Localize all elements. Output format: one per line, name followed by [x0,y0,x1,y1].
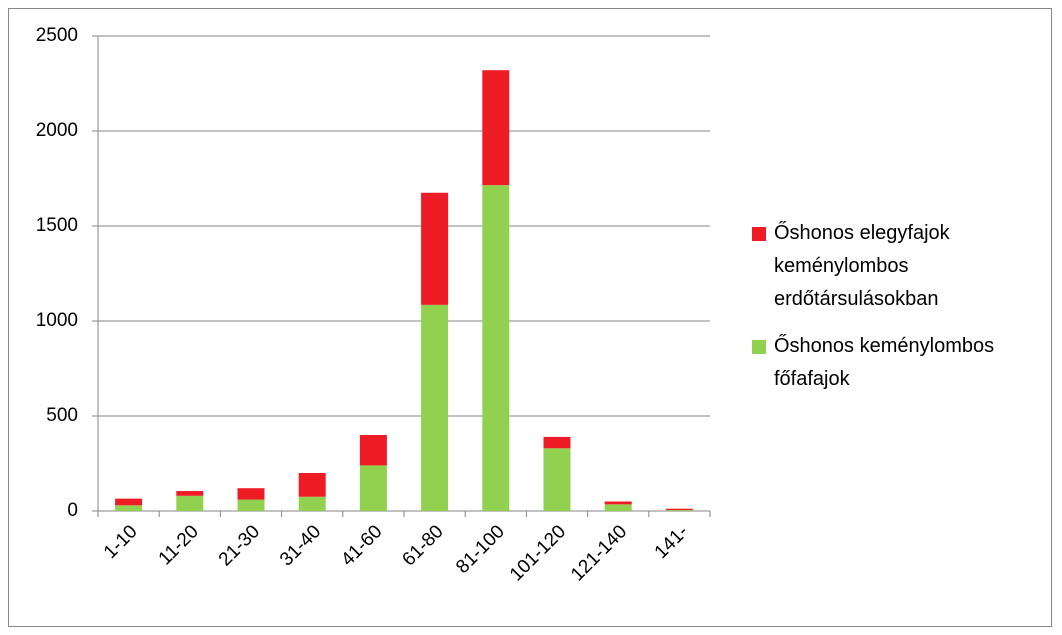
bar-segment [298,496,326,511]
y-tick-label: 500 [46,405,78,426]
y-tick-label: 1000 [36,310,78,331]
bar-segment [115,498,143,506]
bar-segment [176,491,204,496]
x-tick-label: 61-80 [398,521,447,570]
bar-segment [543,448,571,511]
bar-segment [298,473,326,497]
x-tick-label: 141- [651,521,693,563]
bar-segment [115,505,143,511]
legend-label: Őshonos keménylombos főfafajok [774,335,995,390]
y-tick-label: 1500 [36,215,78,236]
x-tick-label: 121-140 [567,521,631,585]
bar-segment [665,510,693,511]
bar-segment [543,436,571,449]
x-tick-label: 41-60 [337,521,386,570]
bar-segment [421,304,449,511]
x-tick-label: 11-20 [155,521,203,569]
bar-segment [237,499,265,511]
x-tick-label: 31-40 [276,521,325,570]
y-tick-label: 0 [67,500,78,521]
y-tick-label: 2500 [36,25,78,46]
bar-segment [176,495,204,511]
bar-segment [604,504,632,511]
y-tick-label: 2000 [36,120,78,141]
legend-swatch [752,227,766,241]
x-tick-label: 21-30 [215,521,264,570]
legend-swatch [752,340,766,354]
bar-segment [359,435,387,466]
bar-segment [665,508,693,511]
bar-segment [421,192,449,305]
chart-border [8,8,1052,627]
bar-segment [482,70,510,186]
x-tick-label: 81-100 [452,521,509,578]
bar-segment [237,488,265,500]
x-tick-label: 1-10 [100,521,142,563]
bar-segment [482,185,510,511]
bar-segment [604,501,632,505]
bar-segment [359,465,387,511]
x-tick-label: 101-120 [506,521,570,585]
legend-label: Őshonos elegyfajok keménylombos erdőtárs… [774,222,950,310]
